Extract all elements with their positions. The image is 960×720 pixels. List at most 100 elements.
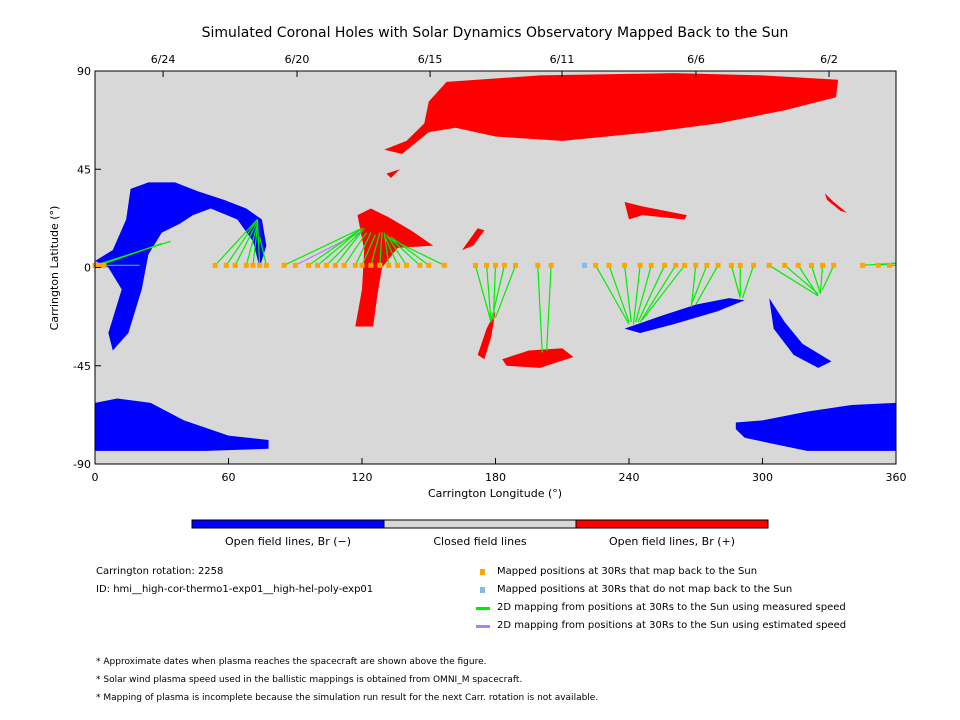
mapped-point [673,262,679,268]
coronal-hole-positive [355,208,434,327]
mapped-point [243,262,249,268]
mapped-point [101,262,107,268]
mapped-point [728,262,734,268]
mapped-point [223,262,229,268]
colorbar-positive [575,519,769,529]
mapping-line-measured [810,265,821,294]
y-tick-label: 45 [77,163,91,176]
mapping-line-measured [486,265,492,323]
coronal-hole-positive [462,228,485,251]
mapped-point [341,262,347,268]
note-3: * Mapping of plasma is incomplete becaus… [96,693,599,703]
mapped-point [368,262,374,268]
mapping-line-measured [252,225,259,266]
unmapped-point [582,262,587,268]
legend-measured-label: 2D mapping from positions at 30Rs to the… [497,602,846,613]
colorbar-closed [383,519,577,529]
carrington-rotation: Carrington rotation: 2258 [96,566,224,577]
x-tick-label: 360 [886,471,907,484]
mapping-line-measured [595,265,630,325]
x-tick-label: 240 [619,471,640,484]
mapped-point [323,262,329,268]
date-label: 6/6 [687,53,705,66]
mapped-point [377,262,383,268]
mapping-line-measured [546,265,552,351]
date-label: 6/2 [820,53,838,66]
mapped-point [637,262,643,268]
mapping-line-measured [214,219,258,266]
colorbar-label-negative: Open field lines, Br (−) [225,535,351,548]
mapping-line-measured [234,221,258,266]
y-tick-label: 0 [84,262,91,275]
mapping-line-measured [325,229,363,266]
mapping-line-measured [308,227,363,266]
mapped-point [315,262,320,268]
x-tick-label: 180 [485,471,506,484]
note-2: * Solar wind plasma speed used in the ba… [96,675,523,685]
mapping-line-measured [370,232,381,266]
mapping-line-measured [383,234,399,266]
mapping-line-measured [385,234,408,266]
mapped-point [292,262,298,268]
colorbar-negative [191,519,385,529]
mapping-line-measured [822,265,835,290]
mapping-line-measured [317,227,363,266]
mapped-point [860,262,866,268]
legend-unmapped-marker [480,587,485,593]
mapped-point [417,262,423,268]
colorbar-label-positive: Open field lines, Br (+) [609,535,735,548]
date-label: 6/15 [418,53,443,66]
mapping-line-measured [334,227,365,266]
mapped-point [875,262,881,268]
mapped-point [662,262,668,268]
mapping-line-measured [390,238,445,266]
mapping-line-measured [608,265,630,323]
mapped-point [332,262,338,268]
mapped-point [548,262,554,268]
chart-title: Simulated Coronal Holes with Solar Dynam… [202,25,789,41]
coronal-hole-positive [384,73,839,154]
legend-estimated-label: 2D mapping from positions at 30Rs to the… [497,620,847,631]
legend-estimated-line [476,625,490,628]
date-label: 6/24 [151,53,176,66]
mapped-point [766,262,772,268]
coronal-hole-negative [95,182,267,351]
colorbar-label-closed: Closed field lines [433,535,527,548]
x-tick-label: 0 [92,471,99,484]
mapped-point [263,262,269,268]
mapped-point [306,262,312,268]
mapped-point [795,262,801,268]
mapping-line-measured [797,264,819,297]
mapping-line-measured [730,265,741,299]
mapping-line-measured [361,234,376,266]
legend-unmapped-label: Mapped positions at 30Rs that do not map… [497,584,793,595]
mapped-point [820,262,826,268]
mapped-point [257,262,263,268]
mapping-line-measured [383,232,390,266]
mapping-line-measured [474,265,492,323]
mapping-line-measured [537,265,543,353]
mapped-point [232,262,238,268]
mapped-point [606,262,612,268]
x-axis-label: Carrington Longitude (°) [428,487,562,500]
mapping-line-measured [637,265,666,323]
mapped-point [751,262,757,268]
mapped-point [715,262,721,268]
mapping-line-measured [741,265,755,299]
mapping-line-measured [768,264,819,297]
mapping-line-measured [354,232,372,266]
mapping-line-measured [819,265,824,294]
y-tick-label: -90 [73,458,91,471]
mapping-line-measured [259,236,267,266]
mapping-line-measured [695,265,719,305]
mapped-point [593,262,599,268]
mapped-point [493,262,498,268]
date-label: 6/11 [550,53,575,66]
mapping-line-measured [379,232,383,266]
run-id: ID: hmi__high-cor-thermo1-exp01__high-he… [96,584,374,595]
coronal-hole-negative [735,402,896,451]
mapped-point [352,262,358,268]
mapped-point [886,262,892,268]
mapped-point [737,262,743,268]
coronal-hole-positive [477,311,496,360]
